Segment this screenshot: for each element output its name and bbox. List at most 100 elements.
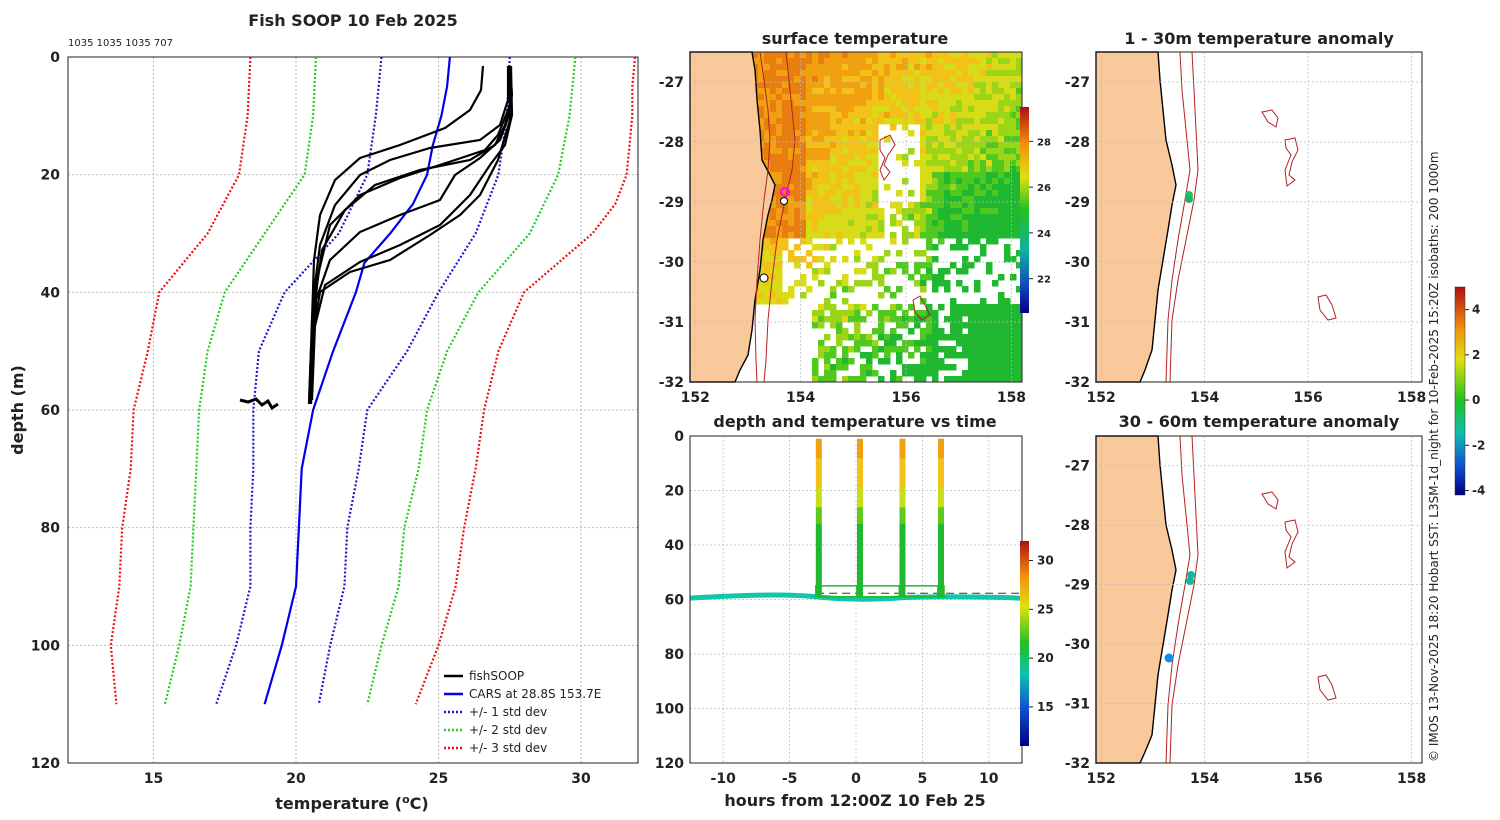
sst-pixel bbox=[788, 124, 795, 131]
sst-pixel bbox=[824, 208, 831, 215]
sst-pixel bbox=[1004, 220, 1011, 227]
sst-pixel bbox=[812, 214, 819, 221]
sst-pixel bbox=[944, 100, 951, 107]
sst-pixel bbox=[848, 160, 855, 167]
sst-pixel bbox=[848, 118, 855, 125]
profile-title: Fish SOOP 10 Feb 2025 bbox=[248, 11, 457, 30]
sst-pixel bbox=[836, 76, 843, 83]
sst-pixel bbox=[968, 310, 975, 317]
sst-pixel bbox=[1010, 130, 1017, 137]
sst-pixel bbox=[806, 250, 813, 257]
sst-pixel bbox=[980, 52, 987, 59]
time-cast-3-point bbox=[899, 448, 906, 453]
sst-pixel bbox=[974, 94, 981, 101]
sst-pixel bbox=[920, 94, 927, 101]
time-xtick-label: -10 bbox=[711, 771, 737, 787]
sst-pixel bbox=[1016, 52, 1023, 59]
sst-pixel bbox=[926, 172, 933, 179]
sst-pixel bbox=[782, 238, 789, 245]
sst-pixel bbox=[950, 244, 957, 251]
sst-pixel bbox=[788, 82, 795, 89]
sst-pixel bbox=[1004, 310, 1011, 317]
sst-pixel bbox=[950, 76, 957, 83]
sst-pixel bbox=[920, 136, 927, 143]
sst-pixel bbox=[944, 136, 951, 143]
sst-pixel bbox=[878, 64, 885, 71]
sst-pixel bbox=[902, 370, 909, 377]
sst-pixel bbox=[998, 64, 1005, 71]
sst-pixel bbox=[902, 118, 909, 125]
sst-pixel bbox=[974, 352, 981, 359]
sst-pixel bbox=[794, 208, 801, 215]
sst-pixel bbox=[986, 82, 993, 89]
sst-pixel bbox=[962, 220, 969, 227]
time-cast-1-point bbox=[815, 579, 822, 583]
sst-pixel bbox=[848, 100, 855, 107]
sst-pixel bbox=[854, 130, 861, 137]
sst-pixel bbox=[986, 184, 993, 191]
sst-pixel bbox=[776, 172, 783, 179]
sst-pixel bbox=[812, 100, 819, 107]
sst-pixel bbox=[836, 142, 843, 149]
sst-pixel bbox=[770, 232, 777, 239]
sst-pixel bbox=[956, 106, 963, 113]
time-cast-3-point bbox=[899, 468, 906, 472]
sst-pixel bbox=[866, 70, 873, 77]
sst-pixel bbox=[1004, 106, 1011, 113]
sst-pixel bbox=[992, 58, 999, 65]
sst-pixel bbox=[986, 124, 993, 131]
sst-pixel bbox=[1016, 250, 1023, 257]
time-cast-1-point bbox=[815, 461, 822, 466]
sst-pixel bbox=[770, 106, 777, 113]
anom-deep-ytick-label: -30 bbox=[1065, 637, 1091, 653]
sst-pixel bbox=[938, 274, 945, 281]
time-cast-2-point bbox=[856, 527, 863, 531]
sst-pixel bbox=[938, 190, 945, 197]
profile-ylabel: depth (m) bbox=[8, 365, 27, 455]
time-colorbar-label: 25 bbox=[1037, 602, 1054, 616]
time-cast-1-point bbox=[815, 520, 822, 524]
sst-pixel bbox=[962, 268, 969, 275]
sst-pixel bbox=[962, 304, 969, 311]
sst-pixel bbox=[860, 88, 867, 95]
sst-pixel bbox=[806, 202, 813, 209]
sst-pixel bbox=[926, 334, 933, 341]
sst-pixel bbox=[914, 340, 921, 347]
sst-pixel bbox=[1010, 118, 1017, 125]
sst-colorbar bbox=[1020, 107, 1029, 313]
sst-pixel bbox=[950, 118, 957, 125]
sst-pixel bbox=[1010, 136, 1017, 143]
sst-pixel bbox=[962, 346, 969, 353]
time-cast-4-point bbox=[937, 468, 944, 472]
sst-pixel bbox=[980, 130, 987, 137]
sst-pixel bbox=[860, 208, 867, 215]
sst-pixel bbox=[872, 124, 879, 131]
time-cast-4-point bbox=[937, 592, 944, 596]
sst-pixel bbox=[854, 100, 861, 107]
time-cast-2-point bbox=[856, 562, 863, 567]
sst-pixel bbox=[884, 136, 891, 143]
time-cast-3-point bbox=[899, 527, 906, 531]
sst-pixel bbox=[914, 376, 921, 383]
sst-pixel bbox=[998, 376, 1005, 383]
sst-pixel bbox=[950, 106, 957, 113]
sst-pixel bbox=[818, 232, 825, 239]
sst-pixel bbox=[854, 256, 861, 263]
sst-pixel bbox=[794, 52, 801, 59]
sst-pixel bbox=[956, 172, 963, 179]
sst-pixel bbox=[1016, 310, 1023, 317]
sst-pixel bbox=[812, 322, 819, 329]
sst-pixel bbox=[974, 106, 981, 113]
sst-pixel bbox=[794, 88, 801, 95]
sst-pixel bbox=[968, 124, 975, 131]
sst-pixel bbox=[800, 232, 807, 239]
sst-pixel bbox=[770, 124, 777, 131]
sst-pixel bbox=[872, 118, 879, 125]
sst-pixel bbox=[830, 310, 837, 317]
sst-pixel bbox=[914, 160, 921, 167]
sst-pixel bbox=[1016, 232, 1023, 239]
sst-pixel bbox=[1010, 202, 1017, 209]
sst-pixel bbox=[998, 346, 1005, 353]
sst-pixel bbox=[788, 142, 795, 149]
sst-pixel bbox=[842, 142, 849, 149]
